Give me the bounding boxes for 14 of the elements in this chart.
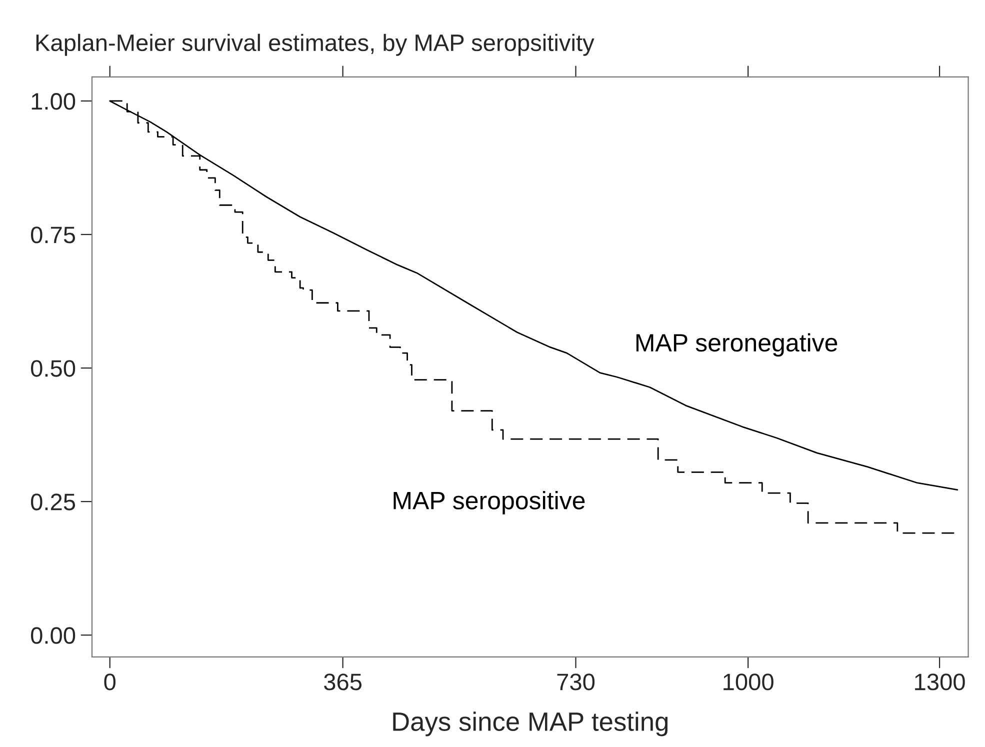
y-tick-label: 0.50 — [31, 360, 76, 377]
chart-title: Kaplan-Meier survival estimates, by MAP seropsitivity — [36, 34, 594, 56]
y-tick-label: 0.25 — [31, 494, 76, 510]
y-tick-label: 0.75 — [31, 226, 76, 244]
x-tick-label: 0 — [104, 674, 116, 690]
y-tick-label: 1.00 — [32, 93, 76, 110]
series-label: MAP seronegative — [636, 333, 838, 357]
y-tick-label: 0.00 — [31, 627, 76, 644]
x-tick-label: 365 — [324, 674, 362, 690]
x-tick-label: 1300 — [915, 674, 965, 690]
x-tick-label: 1000 — [724, 674, 774, 690]
text: MAP seropositive — [394, 491, 585, 514]
x-tick-label: 730 — [557, 674, 595, 690]
x-axis-title: Days since MAP testing — [393, 712, 668, 736]
